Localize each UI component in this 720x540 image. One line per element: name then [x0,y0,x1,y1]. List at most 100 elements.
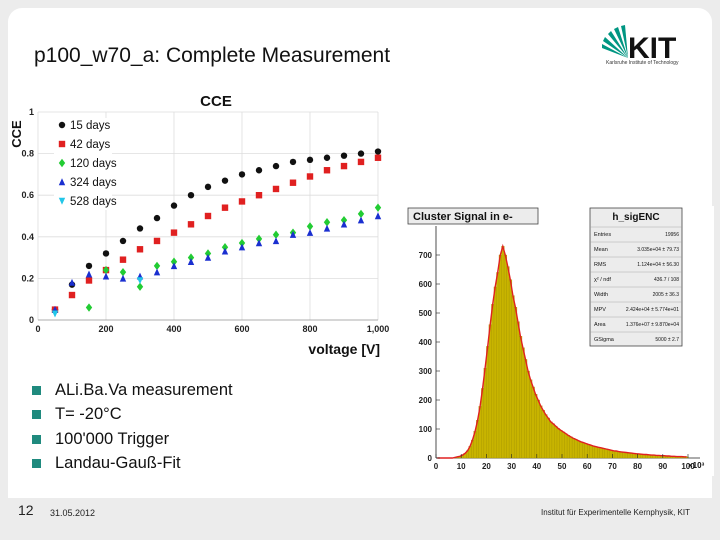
cce-x-tick-label: 400 [166,324,181,334]
cce-point [68,278,76,286]
cce-point [187,192,195,199]
hist-stats-value: 2.424e+04 ± 5.774e+01 [626,307,679,313]
cce-point [136,246,144,253]
bullet-item: ALi.Ba.Va measurement [32,378,233,403]
cce-point [119,274,127,282]
hist-stats-label: Entries [594,232,611,238]
cce-point [238,238,246,248]
cce-point [119,237,127,245]
cce-y-tick-label: 0.6 [21,190,34,200]
cce-point [357,150,365,157]
hist-stats-rows: Entries 19956 Mean 3.035e+04 ± 79.73 RMS 1.12… [590,226,682,343]
cce-point [102,272,110,280]
hist-x-tick-label: 90 [658,462,667,471]
hist-bars [453,246,689,459]
cce-x-tick-label: 200 [98,324,113,334]
cce-point [357,216,365,224]
kit-logo-subtitle: Karlsruhe Institute of Technology [606,60,679,66]
cce-point [221,247,229,255]
cce-point [153,268,161,276]
cce-y-tick-label: 0.2 [21,273,34,283]
bullet-square-icon [32,385,41,395]
cce-point [255,167,263,174]
bullet-square-icon [32,434,41,444]
cce-y-axis-label: CCE [9,120,24,148]
hist-stats-name: h_sigENC [612,212,659,223]
cce-point [204,249,212,258]
cce-point [272,162,280,170]
cce-chart-title: CCE [200,93,232,110]
cce-point [85,262,93,270]
cce-point [357,158,365,166]
hist-y-tick-label: 300 [419,367,433,376]
hist-x-tick-label: 100 [681,462,695,471]
hist-stats-value: 1.124e+04 ± 56.30 [637,262,679,268]
footer-institute: Institut für Experimentelle Kernphysik, … [541,508,690,517]
bullet-square-icon [32,459,41,469]
cce-point [187,221,195,228]
hist-x-ticks: 0 10 20 30 40 50 60 70 80 90 100 [434,454,695,471]
cce-point [238,171,246,178]
cce-y-tick-label: 0.4 [21,232,34,242]
cce-x-tick-label: 800 [302,324,317,334]
cce-point [238,198,246,205]
cce-y-ticks: 0 0.2 0.4 0.6 0.8 1 [21,107,34,325]
cce-point [68,291,76,299]
cce-y-tick-label: 0.8 [21,149,34,159]
hist-stats-value: 3.035e+04 ± 79.73 [637,247,679,253]
hist-stats-label: Area [594,322,607,328]
bullet-item: Landau-Gauß-Fit [32,452,233,477]
hist-x-tick-label: 80 [633,462,642,471]
cce-point [187,258,195,265]
cce-point [374,203,382,212]
cce-x-tick-label: 600 [234,324,249,334]
kit-logo-text: KIT [628,32,676,65]
hist-stats-label: MPV [594,307,606,313]
cce-point [85,303,93,312]
cce-point [153,237,161,245]
cce-point [85,270,93,278]
cce-point [136,225,144,232]
cce-legend-label: 120 days [70,158,117,170]
hist-y-tick-label: 400 [419,338,433,347]
cce-point [340,152,348,159]
cluster-signal-histogram: Cluster Signal in e- h_sigENC Entries 199… [404,206,714,476]
bullet-item: 100'000 Trigger [32,427,233,452]
hist-stats-label: RMS [594,262,607,268]
cce-point [238,243,246,251]
hist-stats-label: Mean [594,247,608,253]
hist-x-tick-label: 20 [482,462,491,471]
footer [0,498,720,540]
cce-point [323,218,331,227]
cce-legend: 15 days 42 days 120 days 324 days 528 days [54,118,117,210]
cce-point [374,154,382,161]
bullet-square-icon [32,410,41,420]
hist-y-tick-label: 0 [428,454,433,463]
slide-title: p100_w70_a: Complete Measurement [34,44,391,67]
hist-stats-label: GSigma [594,337,615,343]
cce-legend-label: 528 days [70,196,117,208]
cce-legend-marker [58,197,66,205]
cce-legend-marker [58,121,66,129]
cce-point [119,256,127,263]
cce-x-axis-label: voltage [V] [308,341,380,357]
cce-point [51,310,59,318]
hist-fit-curve [437,243,687,459]
bullet-item: T= -20°C [32,403,233,428]
hist-x-tick-label: 0 [434,462,439,471]
cce-point [272,237,280,245]
cce-point [323,224,331,232]
cce-point [340,162,348,170]
hist-x-tick-label: 30 [507,462,516,471]
cce-y-tick-label: 1 [29,107,34,117]
cce-point [255,239,263,247]
cce-legend-label: 324 days [70,177,117,189]
hist-stats-label: Width [594,292,608,298]
kit-logo-rays-icon [602,25,628,58]
cce-point [204,253,212,261]
cce-x-ticks: 0 200 400 600 800 1,000 [35,324,389,334]
cce-point [340,220,348,228]
cce-point [221,243,229,252]
cce-point [170,229,178,236]
cce-point [374,148,382,155]
